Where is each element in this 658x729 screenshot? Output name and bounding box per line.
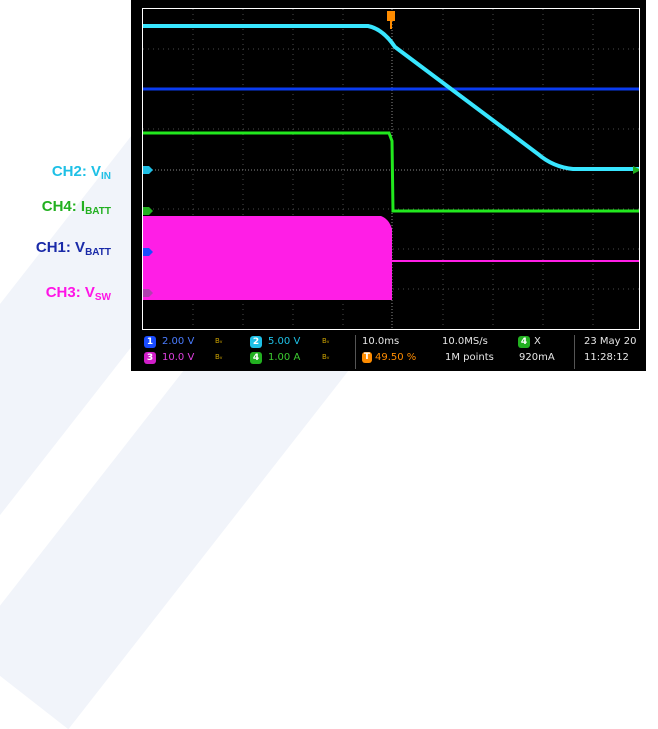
trigger-position: 49.50 % bbox=[375, 352, 417, 363]
ch3-ground-marker bbox=[143, 289, 153, 297]
status-divider bbox=[355, 335, 356, 369]
ch2-bw-icon: Bᵥ bbox=[322, 337, 330, 345]
ch4-label: CH4: IBATT bbox=[42, 198, 111, 217]
oscilloscope-display: 1 2.00 V Bᵥ 2 5.00 V Bᵥ 3 10.0 V Bᵥ 4 1.… bbox=[131, 0, 646, 371]
ch3-bw-icon: Bᵥ bbox=[215, 353, 223, 361]
ch4-ground-marker bbox=[143, 207, 153, 215]
timebase[interactable]: 10.0ms bbox=[362, 336, 400, 347]
ch1-badge[interactable]: 1 bbox=[144, 336, 156, 348]
ch3-label: CH3: VSW bbox=[46, 284, 111, 303]
ch4-trace bbox=[143, 131, 639, 213]
ch3-badge[interactable]: 3 bbox=[144, 352, 156, 364]
trigger-badge: T bbox=[362, 352, 372, 363]
ch3-scale: 10.0 V bbox=[162, 352, 195, 363]
ch2-trace bbox=[143, 24, 639, 171]
ch3-label-subscript: SW bbox=[94, 292, 111, 303]
waveform-screen[interactable] bbox=[142, 8, 640, 330]
trigger-coupling: X bbox=[534, 336, 541, 347]
ch3-label-text: CH3: V bbox=[45, 284, 95, 301]
trigger-level: 920mA bbox=[519, 352, 555, 363]
ch4-badge[interactable]: 4 bbox=[250, 352, 262, 364]
ch2-label-text: CH2: V bbox=[51, 163, 101, 180]
ch2-label: CH2: VIN bbox=[52, 163, 111, 182]
ch2-scale: 5.00 V bbox=[268, 336, 301, 347]
ch1-label-text: CH1: V bbox=[35, 239, 86, 256]
trigger-level-marker bbox=[633, 166, 639, 174]
waveform-svg bbox=[143, 9, 639, 329]
time: 11:28:12 bbox=[584, 352, 629, 363]
ch4-scale: 1.00 A bbox=[268, 352, 301, 363]
ch3-trace-band bbox=[143, 216, 381, 300]
date: 23 May 20 bbox=[584, 336, 637, 347]
ch3-trace-edge bbox=[381, 216, 392, 300]
ch1-bw-icon: Bᵥ bbox=[215, 337, 223, 345]
status-bar: 1 2.00 V Bᵥ 2 5.00 V Bᵥ 3 10.0 V Bᵥ 4 1.… bbox=[142, 333, 640, 369]
ch4-label-subscript: BATT bbox=[85, 206, 111, 217]
ch1-label-subscript: BATT bbox=[85, 247, 111, 258]
ch2-label-subscript: IN bbox=[101, 171, 111, 182]
ch2-badge[interactable]: 2 bbox=[250, 336, 262, 348]
ch1-ground-marker bbox=[143, 248, 153, 256]
sample-rate: 10.0MS/s bbox=[442, 336, 488, 347]
ch4-label-text: CH4: I bbox=[41, 198, 86, 215]
status-divider bbox=[574, 335, 575, 369]
record-length: 1M points bbox=[445, 352, 494, 363]
ch4-bw-icon: Bᵥ bbox=[322, 353, 330, 361]
ch2-ground-marker bbox=[143, 166, 153, 174]
trigger-source-badge: 4 bbox=[518, 336, 530, 348]
trigger-marker bbox=[387, 11, 395, 21]
ch1-label: CH1: VBATT bbox=[36, 239, 111, 258]
channel-legend: CH2: VIN CH4: IBATT CH1: VBATT CH3: VSW bbox=[0, 0, 135, 371]
ch1-scale: 2.00 V bbox=[162, 336, 195, 347]
